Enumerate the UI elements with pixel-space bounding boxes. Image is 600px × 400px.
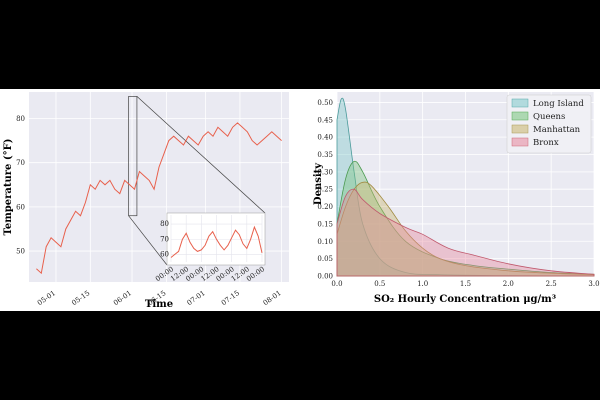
temperature-line [36,122,282,275]
right-x-tick-label: 3.0 [588,280,599,288]
legend-label-manhattan: Manhattan [533,125,581,135]
inset-chart: 00:0012:0000:0012:0000:0012:0000:0060708… [154,212,266,283]
right-xlabel: SO₂ Hourly Concentration μg/m³ [374,294,556,305]
legend-swatch-queens [511,111,529,121]
left-y-tick-label: 60 [16,203,25,211]
inset-y-tick-label: 60 [160,250,169,258]
inset-y-tick-label: 70 [160,235,169,243]
right-x-tick-label: 1.5 [460,280,471,288]
zoom-line-top [136,96,266,214]
left-x-tick-label: 07-01 [186,289,207,307]
density-area-queens [336,160,595,277]
left-xlabel: Time [145,299,173,310]
left-x-tick-label: 08-01 [262,289,283,307]
inset-y-tick-label: 80 [160,220,169,228]
legend-swatch-bronx [511,137,529,147]
right-x-tick-label: 2.0 [503,280,514,288]
right-y-tick-label: 0.10 [317,238,333,246]
zoom-window [128,96,138,217]
right-x-tick-label: 1.0 [417,280,428,288]
inset-line [170,225,263,258]
zoom-line-bottom [128,215,168,266]
legend-swatch-manhattan [511,124,529,134]
right-y-tick-label: 0.35 [317,151,333,159]
left-y-tick-label: 80 [16,115,25,123]
right-x-tick-label: 0.5 [374,280,385,288]
right-y-tick-label: 0.00 [317,273,333,281]
right-y-tick-label: 0.25 [317,186,333,194]
density-area-bronx [336,188,595,277]
zoom-connector [128,96,266,266]
left-x-tick-label: 05-15 [70,289,91,307]
right-y-tick-label: 0.30 [317,168,333,176]
legend-label-long-island: Long Island [533,99,584,109]
left-ylabel: Temperature (°F) [3,139,14,236]
temperature-chart: 05-01 05-15 06-01 06-15 07-01 07-15 08-0150607… [3,92,289,310]
legend: Long Island Queens Manhattan Bronx [506,94,592,154]
legend-label-queens: Queens [533,112,565,122]
left-x-tick-label: 07-15 [220,289,241,307]
left-x-tick-label: 06-01 [112,289,133,307]
figure-panel: 05-01 05-15 06-01 06-15 07-01 07-15 08-01 50 60 7… [0,89,600,311]
right-x-tick-label: 2.5 [546,280,557,288]
figure: 05-01 05-15 06-01 06-15 07-01 07-15 08-0150607… [3,92,600,310]
right-y-tick-label: 0.50 [317,99,333,107]
left-x-tick-label: 05-01 [36,289,57,307]
right-ylabel: Density [313,162,324,205]
right-y-tick-label: 0.40 [317,134,333,142]
right-y-tick-label: 0.05 [317,255,333,263]
right-x-tick-label: 0.0 [331,280,342,288]
legend-swatch-long-island [511,98,529,108]
right-y-tick-label: 0.20 [317,203,333,211]
right-y-tick-label: 0.45 [317,116,333,124]
left-y-tick-label: 50 [16,248,25,256]
density-area-long-island [336,97,595,277]
legend-label-bronx: Bronx [533,138,559,148]
right-y-tick-label: 0.15 [317,220,333,228]
left-y-tick-label: 70 [16,159,25,167]
density-chart: 0.0 0.5 1.0 1.5 2.0 2.5 3.0 0.00 0.05 0.10 0.15 0.2… [313,92,600,305]
